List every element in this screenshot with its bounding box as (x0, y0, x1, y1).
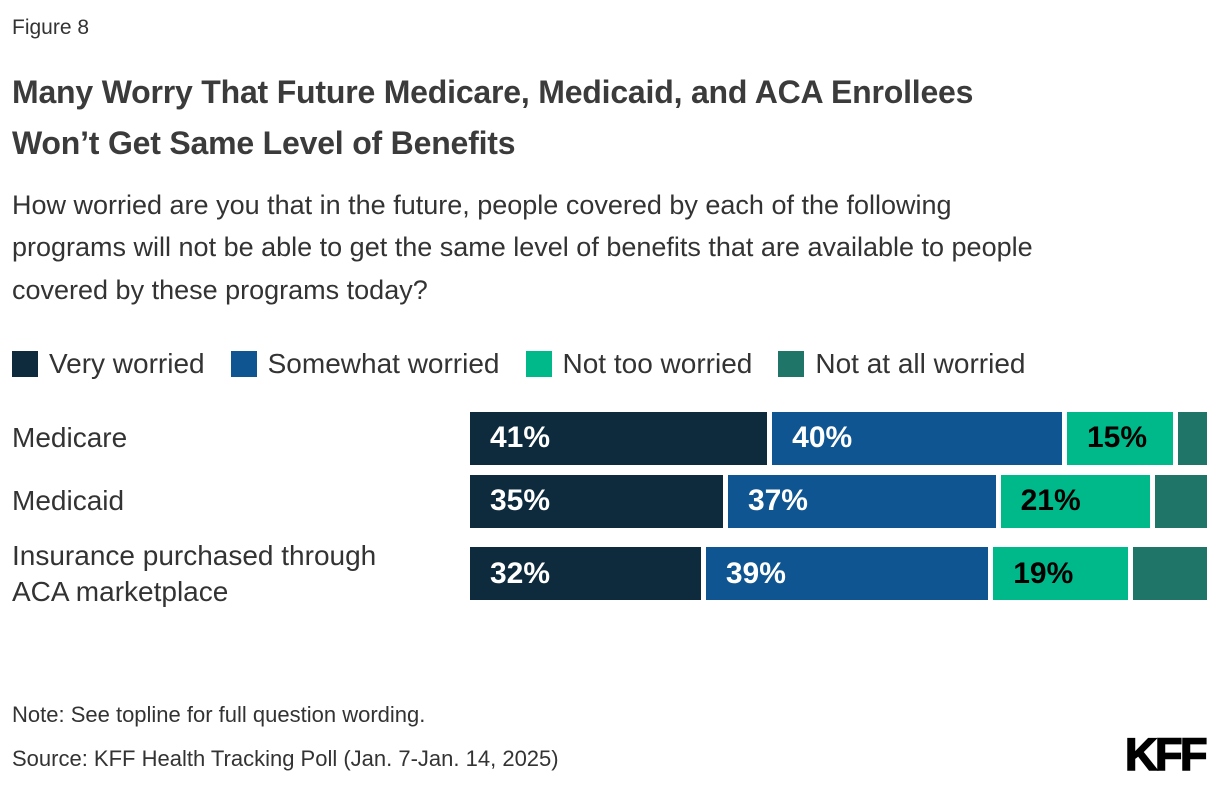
legend-label-somewhat-worried: Somewhat worried (267, 347, 500, 379)
legend-swatch-somewhat-worried (230, 350, 257, 377)
figure-label: Figure 8 (12, 16, 90, 39)
legend-swatch-very-worried (12, 350, 38, 377)
chart-row-insurance-purchased-through-aca-marketplace: Insurance purchased through ACA marketpl… (12, 538, 1207, 610)
kff-logo: KFF (1124, 728, 1208, 780)
bar-value-label: 35% (490, 484, 551, 518)
bar-segment-medicare-somewhat-worried: 40% (772, 411, 1067, 465)
legend-label-not-at-all-worried: Not at all worried (815, 347, 1026, 379)
bar-track-insurance-purchased-through-aca-marketplace: 32% 39% 19% (470, 547, 1207, 601)
stacked-bar-chart: Medicare 41% 40% 15% Medicaid 35% 37% 21% Insura… (12, 411, 1207, 610)
bar-value-label: 19% (1013, 556, 1074, 590)
bar-segment-medicare-not-at-all-worried (1177, 411, 1207, 465)
bar-value-label: 21% (1020, 484, 1081, 518)
figure-footer: Note: See topline for full question word… (12, 700, 1208, 780)
source-text: Source: KFF Health Tracking Poll (Jan. 7… (12, 746, 559, 772)
chart-legend: Very worried Somewhat worried Not too worr… (12, 348, 1207, 380)
bar-segment-medicaid-not-too-worried: 21% (1000, 474, 1156, 528)
legend-item-not-too-worried: Not too worried (525, 347, 753, 380)
footnote-block: Note: See topline for full question word… (12, 700, 559, 774)
bar-value-label: 32% (490, 556, 551, 590)
legend-label-not-too-worried: Not too worried (562, 347, 753, 379)
bar-track-medicare: 41% 40% 15% (470, 411, 1207, 465)
bar-value-label: 41% (490, 421, 551, 455)
bar-track-medicaid: 35% 37% 21% (470, 474, 1207, 528)
bar-segment-medicaid-not-at-all-worried (1155, 474, 1207, 528)
bar-segment-insurance-purchased-through-aca-marketplace-somewhat-worried: 39% (705, 547, 994, 601)
row-label-medicaid: Medicaid (12, 485, 125, 517)
legend-item-very-worried: Very worried (12, 348, 205, 380)
bar-value-label: 15% (1086, 421, 1147, 455)
legend-label-very-worried: Very worried (49, 347, 205, 379)
bar-value-label: 40% (792, 421, 853, 455)
legend-swatch-not-at-all-worried (778, 350, 805, 377)
row-label-insurance-purchased-through-aca-marketplace: Insurance purchased through ACA marketpl… (12, 539, 377, 607)
row-label-medicare: Medicare (12, 422, 128, 454)
chart-title: Many Worry That Future Medicare, Medicai… (12, 74, 974, 161)
legend-item-somewhat-worried: Somewhat worried (230, 347, 500, 380)
bar-value-label: 39% (725, 556, 786, 590)
legend-item-not-at-all-worried: Not at all worried (778, 348, 1025, 380)
bar-segment-insurance-purchased-through-aca-marketplace-very-worried: 32% (470, 547, 706, 601)
note-text: Note: See topline for full question word… (12, 701, 426, 727)
bar-value-label: 37% (747, 484, 808, 518)
bar-segment-medicaid-somewhat-worried: 37% (727, 474, 1001, 528)
legend-swatch-not-too-worried (525, 350, 552, 377)
bar-segment-medicare-not-too-worried: 15% (1066, 411, 1178, 465)
bar-segment-insurance-purchased-through-aca-marketplace-not-at-all-worried (1133, 547, 1207, 601)
bar-segment-medicaid-very-worried: 35% (470, 474, 728, 528)
bar-segment-insurance-purchased-through-aca-marketplace-not-too-worried: 19% (993, 547, 1134, 601)
bar-segment-medicare-very-worried: 41% (470, 411, 773, 465)
chart-row-medicaid: Medicaid 35% 37% 21% (12, 474, 1207, 528)
chart-subtitle: How worried are you that in the future, … (12, 189, 1033, 306)
chart-row-medicare: Medicare 41% 40% 15% (12, 411, 1207, 465)
